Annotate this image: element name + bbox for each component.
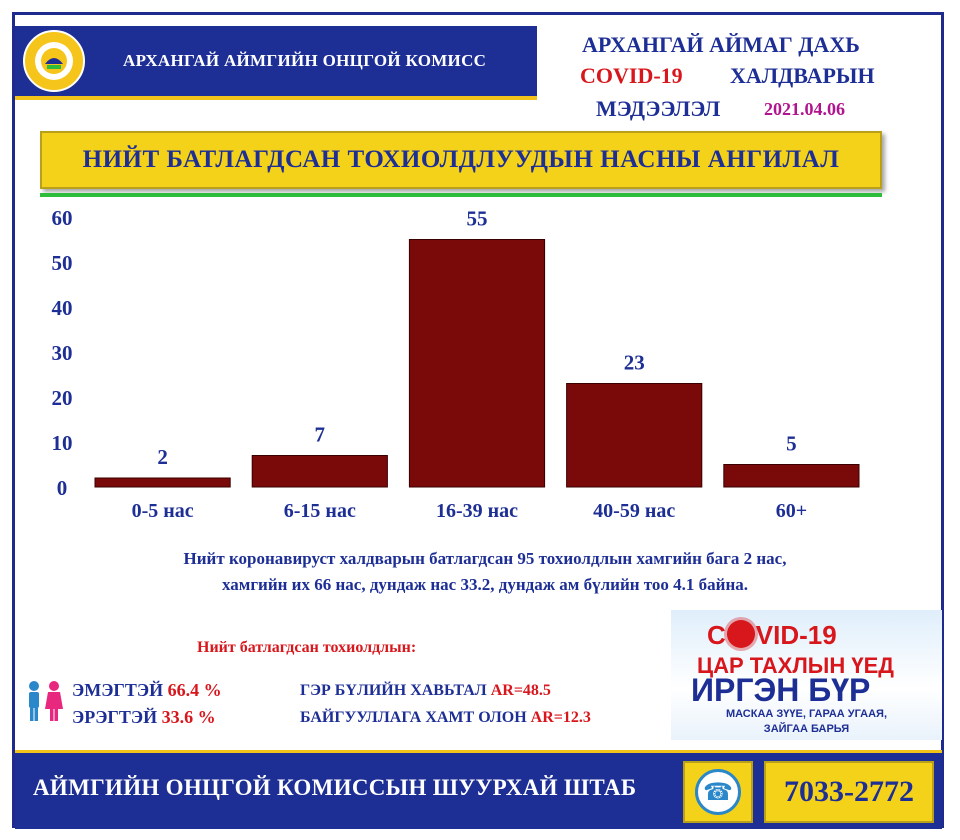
bar xyxy=(94,477,231,488)
footer-bar: АЙМГИЙН ОНЦГОЙ КОМИССЫН ШУУРХАЙ ШТАБ ☎ 7… xyxy=(15,750,942,829)
data-label: 7 xyxy=(315,423,326,447)
gender-icon xyxy=(22,679,66,723)
org-stat: БАЙГУУЛЛАГА ХАМТ ОЛОН AR=12.3 xyxy=(300,709,591,727)
poster-line3: ИРГЭН БҮР xyxy=(691,672,871,708)
data-label: 55 xyxy=(467,207,488,231)
male-label: ЭРЭГТЭЙ xyxy=(72,707,158,727)
telephone-icon: ☎ xyxy=(695,769,741,815)
male-pct: 33.6 % xyxy=(161,707,216,727)
right-title-line3: МЭДЭЭЛЭЛ xyxy=(596,96,721,121)
poster-line1-pre: C xyxy=(707,620,726,650)
virus-icon xyxy=(726,620,755,648)
household-ar: AR=48.5 xyxy=(490,682,551,699)
y-tick-label: 60 xyxy=(52,206,73,230)
poster-line2: ЦАР ТАХЛЫН ҮЕД xyxy=(697,653,894,678)
data-label: 2 xyxy=(157,445,168,469)
right-title-line1: АРХАНГАЙ АЙМАГ ДАХЬ xyxy=(582,32,860,57)
poster-line5: ЗАЙГАА БАРЬЯ xyxy=(763,723,850,735)
phone-number[interactable]: 7033-2772 xyxy=(784,775,914,808)
summary-line2: хамгийн их 66 нас, дундаж нас 33.2, дунд… xyxy=(221,575,749,594)
poster-line4: МАСКАА ЗҮҮЕ, ГАРАА УГААЯ, xyxy=(725,708,888,720)
right-title-covid: COVID-19 xyxy=(580,63,683,88)
emblem-logo xyxy=(23,30,85,92)
bar xyxy=(566,383,703,488)
y-tick-label: 40 xyxy=(52,296,73,320)
summary-text: Нийт коронавируст халдварын батлагдсан 9… xyxy=(90,546,880,598)
female-label: ЭМЭГТЭЙ xyxy=(72,680,164,700)
poster-line1: C VID-19 xyxy=(707,620,837,651)
right-title-line2: ХАЛДВАРЫН xyxy=(730,63,875,88)
y-tick-label: 30 xyxy=(52,341,73,365)
emblem-icon xyxy=(41,48,67,74)
y-tick-label: 20 xyxy=(52,386,73,410)
chart-title: НИЙТ БАТЛАГДСАН ТОХИОЛДЛУУДЫН НАСНЫ АНГИ… xyxy=(82,146,840,173)
y-tick-label: 0 xyxy=(57,476,68,500)
x-tick-label: 60+ xyxy=(776,500,807,522)
footer-title: АЙМГИЙН ОНЦГОЙ КОМИССЫН ШУУРХАЙ ШТАБ xyxy=(33,775,637,800)
report-date: 2021.04.06 xyxy=(764,99,845,119)
header-banner: АРХАНГАЙ АЙМГИЙН ОНЦГОЙ КОМИСС xyxy=(15,26,537,100)
male-stat: ЭРЭГТЭЙ 33.6 % xyxy=(72,707,216,728)
poster-line4-block: МАСКАА ЗҮҮЕ, ГАРАА УГААЯ, ЗАЙГАА БАРЬЯ xyxy=(671,707,942,737)
y-tick-label: 50 xyxy=(52,251,73,275)
data-label: 5 xyxy=(786,432,797,456)
org-ar: AR=12.3 xyxy=(530,709,591,726)
data-label: 23 xyxy=(624,351,645,375)
summary-line1: Нийт коронавируст халдварын батлагдсан 9… xyxy=(183,549,787,568)
total-label: Нийт батлагдсан тохиолдлын: xyxy=(197,639,417,656)
female-stat: ЭМЭГТЭЙ 66.4 % xyxy=(72,680,222,701)
x-tick-label: 6-15 нас xyxy=(284,500,356,522)
phone-icon-box: ☎ xyxy=(683,761,753,823)
bar xyxy=(408,239,546,488)
covid-poster: C VID-19 ЦАР ТАХЛЫН ҮЕД ИРГЭН БҮР МАСКАА … xyxy=(671,610,942,740)
x-tick-label: 16-39 нас xyxy=(436,500,518,522)
org-label: БАЙГУУЛЛАГА ХАМТ ОЛОН xyxy=(300,709,527,726)
bar xyxy=(723,464,860,488)
y-tick-label: 10 xyxy=(52,431,73,455)
poster-line1-post: VID-19 xyxy=(755,620,837,650)
household-label: ГЭР БҮЛИЙН ХАВЬТАЛ xyxy=(300,682,487,699)
x-tick-label: 0-5 нас xyxy=(132,500,194,522)
household-stat: ГЭР БҮЛИЙН ХАВЬТАЛ AR=48.5 xyxy=(300,682,551,700)
phone-number-box[interactable]: 7033-2772 xyxy=(764,761,934,823)
people-icon xyxy=(29,681,63,721)
bar xyxy=(251,455,388,488)
female-pct: 66.4 % xyxy=(167,680,222,700)
banner-title: АРХАНГАЙ АЙМГИЙН ОНЦГОЙ КОМИСС xyxy=(123,51,487,70)
divider-line xyxy=(40,193,882,197)
x-tick-label: 40-59 нас xyxy=(593,500,675,522)
age-bar-chart: 0 10 20 30 40 50 60 2 0-5 нас 7 6-15 нас 55 16-39 на… xyxy=(52,206,860,522)
chart-title-box: НИЙТ БАТЛАГДСАН ТОХИОЛДЛУУДЫН НАСНЫ АНГИ… xyxy=(40,131,882,189)
